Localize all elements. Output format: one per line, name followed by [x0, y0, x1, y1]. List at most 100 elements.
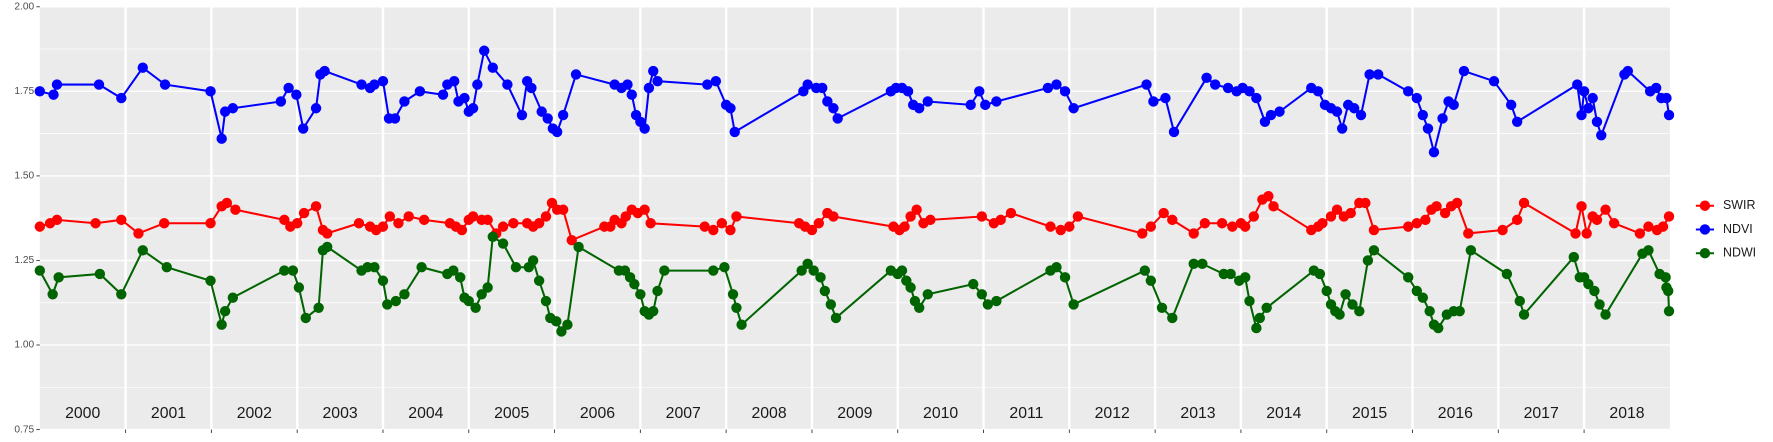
point: [377, 221, 389, 232]
point: [1511, 214, 1523, 226]
point: [1570, 228, 1581, 239]
point: [399, 289, 410, 300]
point: [279, 214, 290, 226]
point: [416, 262, 427, 273]
point: [1643, 245, 1654, 256]
point: [279, 265, 290, 276]
point: [510, 262, 522, 273]
point: [1437, 113, 1448, 124]
point: [227, 292, 239, 303]
point: [1663, 211, 1675, 222]
point: [454, 272, 466, 283]
point: [1368, 224, 1380, 236]
point: [1634, 228, 1646, 239]
point: [974, 86, 985, 97]
point: [1168, 126, 1180, 138]
point: [1518, 309, 1530, 320]
point: [526, 82, 537, 94]
point: [1240, 272, 1251, 283]
point: [573, 241, 584, 253]
point: [384, 211, 396, 222]
point: [297, 123, 309, 134]
point: [922, 96, 933, 107]
point: [562, 319, 573, 330]
point: [1240, 221, 1251, 232]
point: [557, 204, 569, 215]
point: [659, 265, 670, 276]
point: [275, 96, 287, 107]
point: [1137, 228, 1148, 239]
point: [1348, 103, 1360, 114]
point: [648, 305, 659, 317]
point: [913, 302, 925, 314]
point: [159, 218, 170, 229]
point: [639, 123, 650, 134]
point: [1244, 86, 1255, 97]
y-tick-label: 1.75: [14, 86, 34, 97]
point: [459, 92, 470, 104]
point: [448, 265, 459, 276]
point: [822, 96, 833, 107]
point: [1431, 201, 1442, 212]
point: [802, 79, 813, 90]
point: [905, 282, 916, 293]
point: [1055, 224, 1066, 236]
point: [736, 319, 747, 330]
year-label: 2004: [408, 405, 443, 422]
point: [508, 218, 519, 229]
point: [487, 231, 498, 242]
point: [482, 282, 493, 293]
point: [1334, 309, 1345, 320]
point: [1045, 221, 1056, 232]
point: [1403, 86, 1414, 97]
point: [622, 79, 633, 90]
point: [1403, 272, 1414, 283]
point: [1417, 292, 1429, 303]
point: [448, 75, 460, 87]
point: [629, 278, 640, 290]
point: [542, 113, 553, 124]
point: [710, 75, 722, 87]
year-label: 2018: [1609, 405, 1644, 422]
point: [536, 106, 547, 117]
point: [1145, 275, 1157, 286]
point: [1068, 103, 1079, 114]
year-label: 2015: [1352, 405, 1387, 422]
point: [819, 285, 831, 297]
year-label: 2007: [666, 405, 701, 422]
point: [1657, 221, 1669, 232]
point: [1581, 228, 1592, 239]
point: [1314, 268, 1326, 280]
point: [1663, 305, 1675, 317]
point: [1059, 86, 1071, 97]
point: [813, 218, 825, 229]
point: [817, 82, 828, 94]
point: [1600, 309, 1611, 320]
point: [1589, 285, 1600, 297]
point: [1403, 221, 1414, 232]
point: [34, 221, 46, 232]
point: [1660, 272, 1671, 283]
point: [1268, 201, 1279, 212]
point: [533, 275, 545, 286]
point: [476, 289, 487, 300]
point: [1608, 218, 1620, 229]
point: [556, 326, 567, 337]
point: [1362, 255, 1374, 266]
point: [463, 295, 474, 307]
point: [1576, 201, 1587, 212]
point: [1188, 258, 1199, 270]
point: [1424, 305, 1435, 317]
point: [1059, 272, 1071, 283]
point: [802, 258, 813, 270]
point: [1347, 299, 1358, 310]
point: [1209, 79, 1221, 90]
point: [93, 79, 105, 90]
point: [725, 224, 736, 236]
point: [902, 86, 914, 97]
year-label: 2009: [837, 405, 872, 422]
point: [1372, 69, 1384, 80]
point: [1422, 123, 1434, 134]
point: [399, 96, 410, 107]
point: [913, 103, 925, 114]
